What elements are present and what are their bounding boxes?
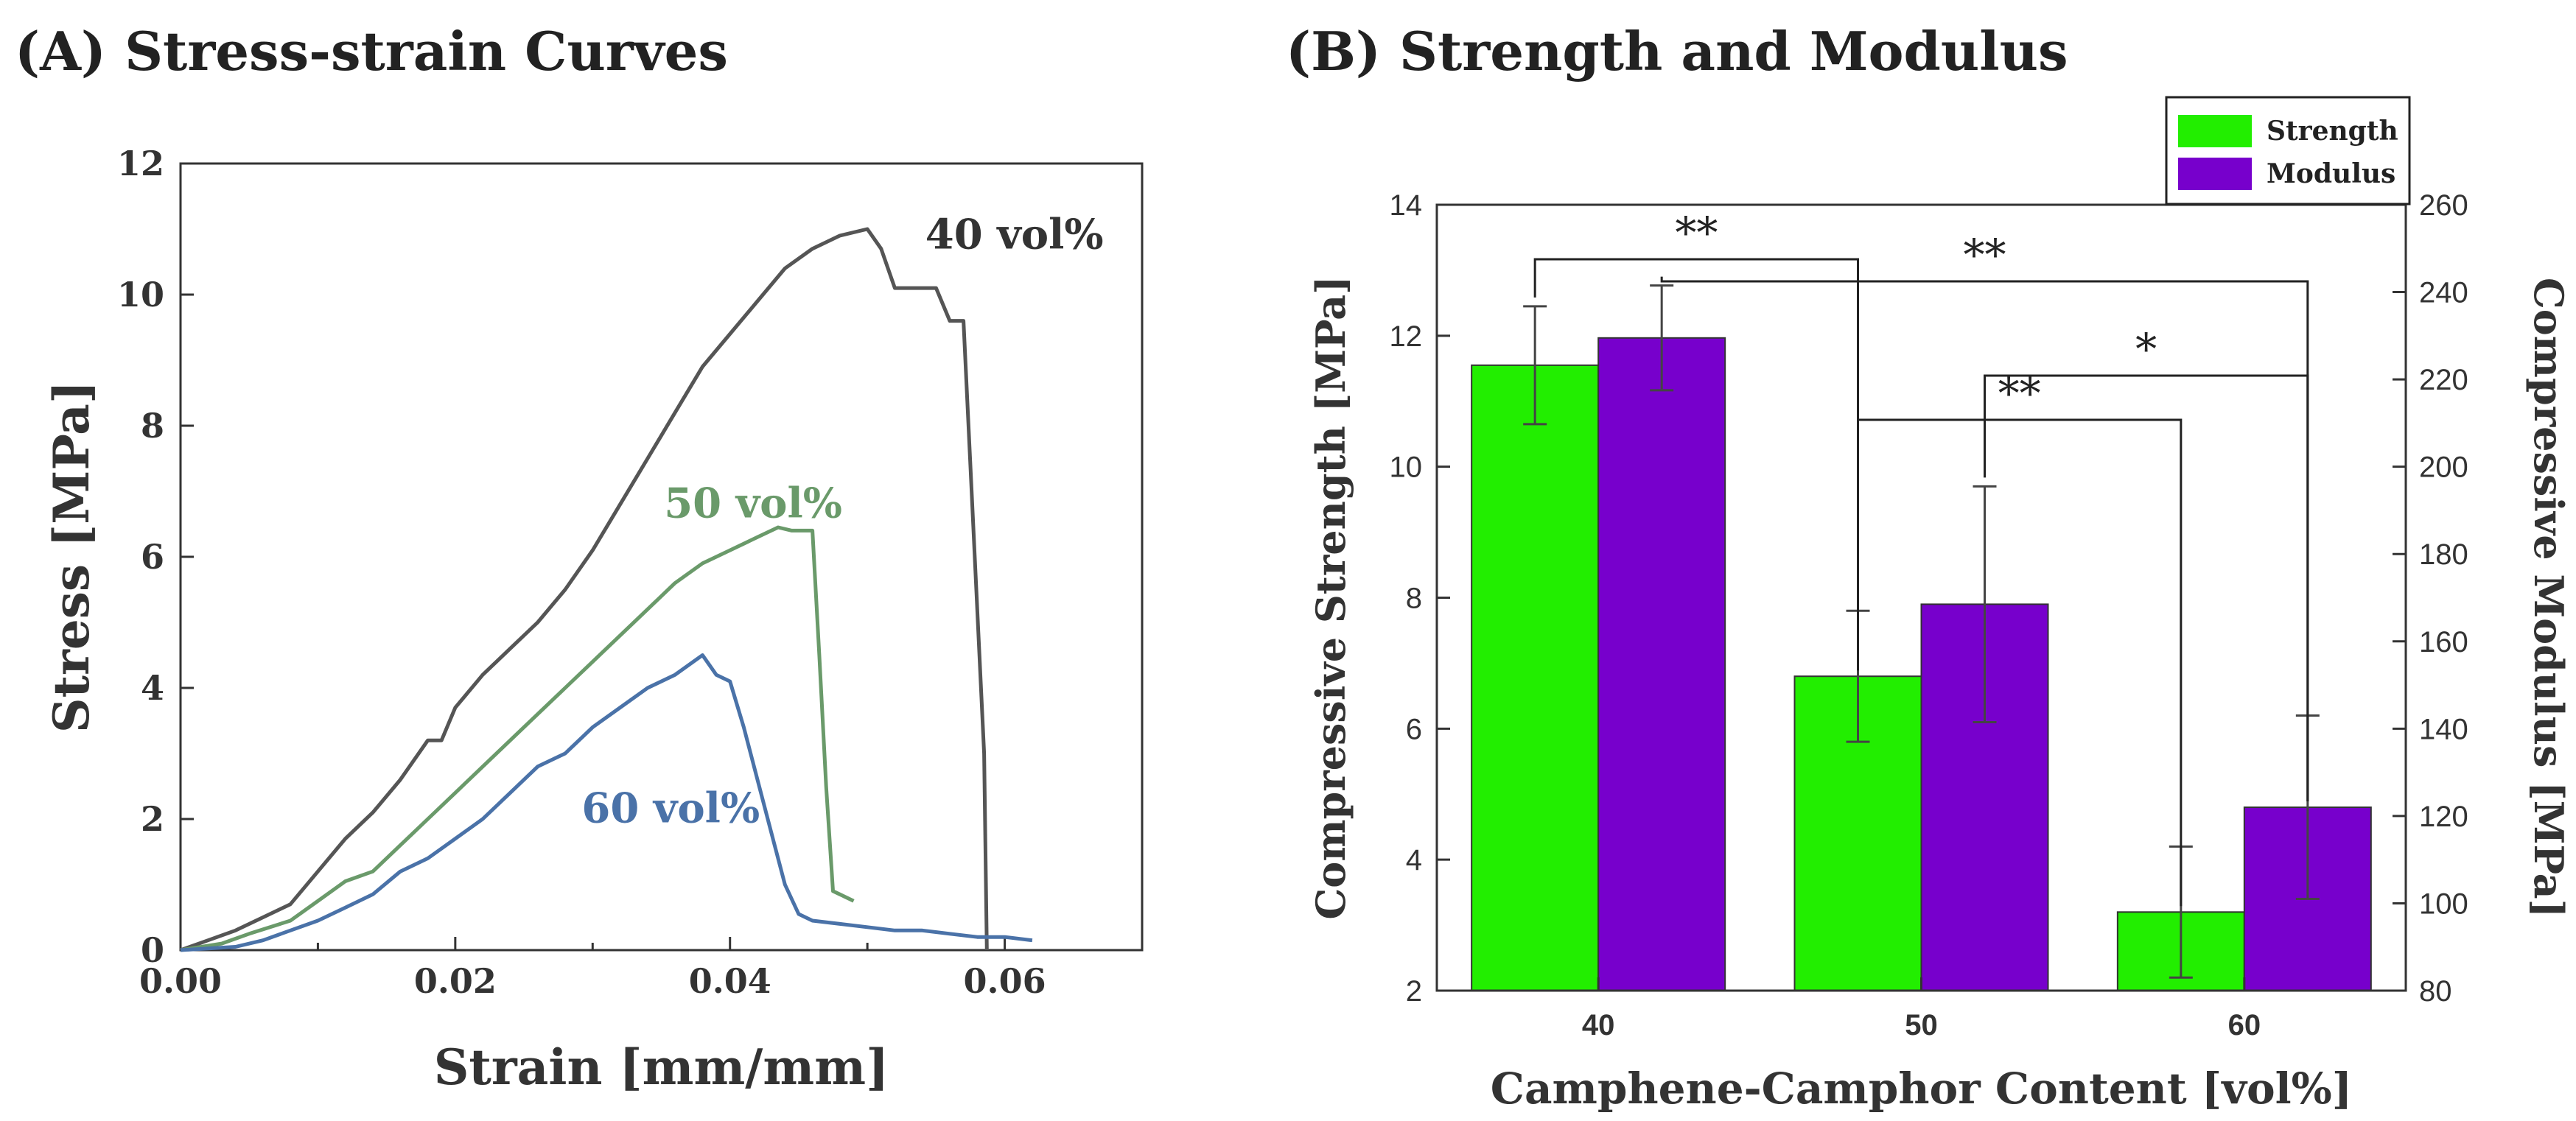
x-tick-label-b: 50	[1905, 1009, 1938, 1041]
y-tick-label-left-b: 2	[1406, 975, 1422, 1008]
y-tick-label-right-b: 180	[2419, 538, 2468, 571]
significance-stars: **	[1675, 208, 1718, 258]
y-tick-label-a: 10	[117, 275, 164, 314]
y-tick-label-right-b: 140	[2419, 713, 2468, 745]
significance-bracket	[1857, 418, 2183, 907]
panel-b-title: (B) Strength and Modulus	[1286, 20, 2068, 82]
y-tick-label-a: 12	[117, 144, 164, 183]
bar-strength-40	[1471, 364, 1600, 991]
series-label: 60 vol%	[581, 784, 760, 832]
x-tick-label-a: 0.04	[689, 961, 771, 1001]
panel-a-title: (A) Stress-strain Curves	[15, 20, 728, 82]
legend-swatch-modulus	[2178, 158, 2252, 190]
y-tick-label-a: 2	[141, 799, 164, 839]
significance-stars: *	[2135, 324, 2157, 374]
legend-label-strength: Strength	[2267, 116, 2398, 147]
y-tick-label-left-b: 8	[1406, 583, 1422, 615]
y-axis-label-left-b: Compressive Strength [MPa]	[1307, 275, 1354, 919]
y-tick-label-left-b: 10	[1390, 451, 1423, 484]
y-axis-label-right-b: Compressive Modulus [MPa]	[2525, 278, 2572, 918]
x-axis-label-b: Camphene-Camphor Content [vol%]	[1491, 1064, 2352, 1114]
y-tick-label-left-b: 12	[1390, 320, 1423, 353]
y-tick-label-right-b: 260	[2419, 189, 2468, 222]
y-axis-label-a: Stress [MPa]	[43, 381, 100, 733]
legend-swatch-strength	[2178, 115, 2252, 147]
series-line-50vol	[180, 525, 855, 952]
x-tick-label-b: 60	[2228, 1009, 2261, 1041]
y-tick-label-left-b: 14	[1390, 189, 1423, 222]
y-tick-label-left-b: 6	[1406, 713, 1422, 745]
y-tick-label-a: 0	[141, 930, 164, 970]
x-axis-label-a: Strain [mm/mm]	[434, 1039, 889, 1096]
y-tick-label-right-b: 100	[2419, 888, 2468, 920]
x-tick-label-b: 40	[1582, 1009, 1615, 1041]
y-tick-label-a: 4	[141, 668, 164, 708]
legend-label-modulus: Modulus	[2267, 158, 2395, 189]
series-label: 50 vol%	[664, 479, 842, 528]
y-tick-label-right-b: 240	[2419, 277, 2468, 309]
y-tick-label-right-b: 220	[2419, 364, 2468, 396]
y-tick-label-right-b: 120	[2419, 801, 2468, 833]
bar-modulus-40	[1597, 337, 1726, 991]
series-label: 40 vol%	[925, 211, 1104, 259]
y-tick-label-a: 8	[141, 406, 164, 446]
x-tick-label-a: 0.00	[139, 961, 222, 1001]
significance-bracket	[1984, 374, 2309, 802]
y-tick-label-right-b: 200	[2419, 451, 2468, 484]
y-tick-label-right-b: 160	[2419, 626, 2468, 658]
x-tick-label-a: 0.06	[964, 961, 1046, 1001]
panel-a-stress-strain: (A) Stress-strain Curves 0.00 0.02 0.04 0.0…	[15, 20, 1144, 1096]
y-tick-label-left-b: 4	[1406, 844, 1422, 876]
significance-stars: **	[1964, 230, 2006, 280]
series-line-40vol	[180, 227, 989, 952]
x-tick-label-a: 0.02	[414, 961, 497, 1001]
y-tick-label-a: 6	[141, 537, 164, 577]
y-tick-label-right-b: 80	[2419, 975, 2452, 1008]
panel-b-strength-modulus: (B) Strength and Modulus 40 50 60 2 4 6 8 10 12 1…	[1286, 20, 2572, 1114]
series-line-60vol	[180, 653, 1033, 952]
